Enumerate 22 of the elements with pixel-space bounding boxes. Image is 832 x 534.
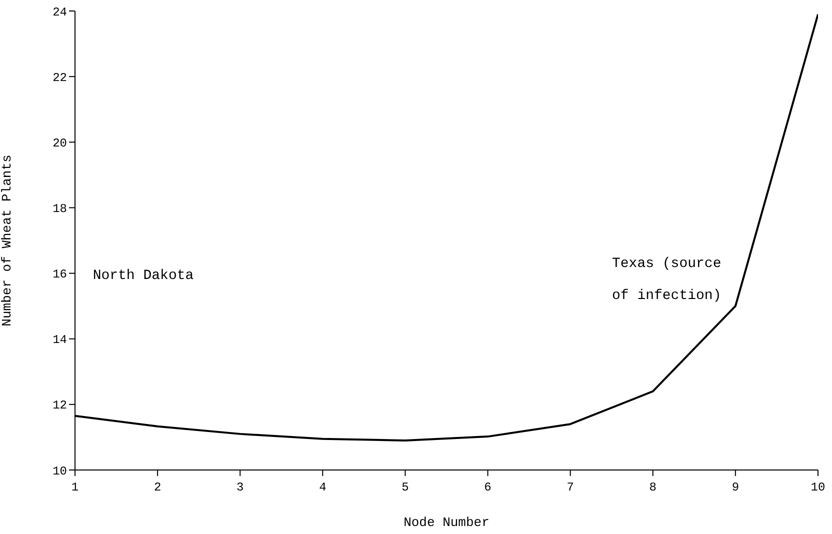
y-tick-label: 18 (52, 202, 67, 216)
y-axis-title: Number of Wheat Plants (0, 154, 15, 326)
x-tick-label: 4 (319, 480, 326, 495)
y-tick-label: 20 (52, 136, 67, 150)
x-tick-label: 10 (810, 480, 826, 495)
x-tick-label: 6 (484, 480, 492, 495)
x-tick-label: 3 (236, 480, 244, 495)
y-tick-label: 24 (52, 5, 67, 20)
x-tick-label: 2 (154, 480, 162, 495)
y-tick-label: 14 (52, 333, 67, 348)
annotation: Texas (source of infection) (612, 255, 722, 306)
y-tick-label: 12 (52, 398, 67, 413)
y-tick-label: 10 (52, 464, 67, 478)
y-tick-label: 16 (52, 268, 67, 282)
x-tick-label: 9 (732, 480, 740, 495)
x-tick-label: 1 (71, 480, 79, 495)
x-tick-label: 7 (566, 480, 574, 495)
x-tick-label: 8 (649, 480, 656, 495)
y-tick-label: 22 (52, 70, 67, 85)
x-tick-label: 5 (402, 480, 409, 495)
annotation: North Dakota (92, 268, 194, 284)
x-axis-title: Node Number (404, 515, 490, 530)
